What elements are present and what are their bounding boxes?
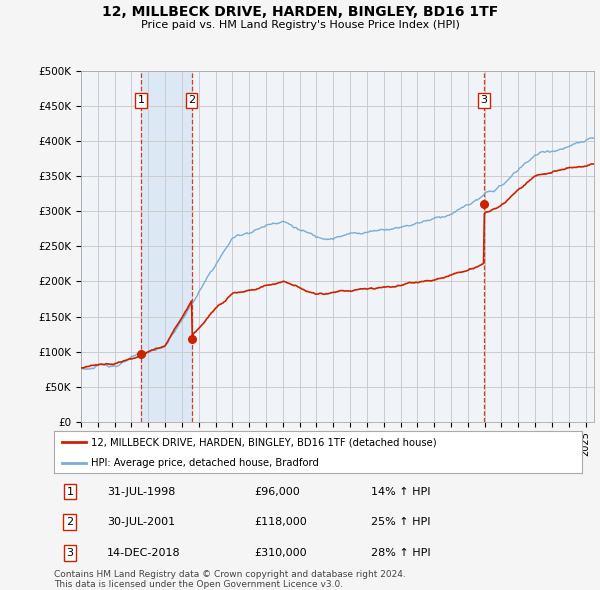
Text: 14% ↑ HPI: 14% ↑ HPI — [371, 487, 430, 497]
Text: 12, MILLBECK DRIVE, HARDEN, BINGLEY, BD16 1TF: 12, MILLBECK DRIVE, HARDEN, BINGLEY, BD1… — [102, 5, 498, 19]
Text: 12, MILLBECK DRIVE, HARDEN, BINGLEY, BD16 1TF (detached house): 12, MILLBECK DRIVE, HARDEN, BINGLEY, BD1… — [91, 437, 437, 447]
Text: 2: 2 — [188, 96, 195, 105]
Text: 28% ↑ HPI: 28% ↑ HPI — [371, 548, 430, 558]
Text: 30-JUL-2001: 30-JUL-2001 — [107, 517, 175, 527]
Text: Contains HM Land Registry data © Crown copyright and database right 2024.
This d: Contains HM Land Registry data © Crown c… — [54, 570, 406, 589]
Text: 1: 1 — [138, 96, 145, 105]
Text: £96,000: £96,000 — [254, 487, 301, 497]
Text: 25% ↑ HPI: 25% ↑ HPI — [371, 517, 430, 527]
Text: £118,000: £118,000 — [254, 517, 307, 527]
Bar — [141, 71, 191, 422]
Text: HPI: Average price, detached house, Bradford: HPI: Average price, detached house, Brad… — [91, 458, 319, 467]
Text: 31-JUL-1998: 31-JUL-1998 — [107, 487, 175, 497]
Text: 3: 3 — [67, 548, 73, 558]
Text: 14-DEC-2018: 14-DEC-2018 — [107, 548, 181, 558]
Text: £310,000: £310,000 — [254, 548, 307, 558]
Text: Price paid vs. HM Land Registry's House Price Index (HPI): Price paid vs. HM Land Registry's House … — [140, 20, 460, 30]
Text: 3: 3 — [481, 96, 487, 105]
Text: 2: 2 — [66, 517, 73, 527]
Text: 1: 1 — [67, 487, 73, 497]
